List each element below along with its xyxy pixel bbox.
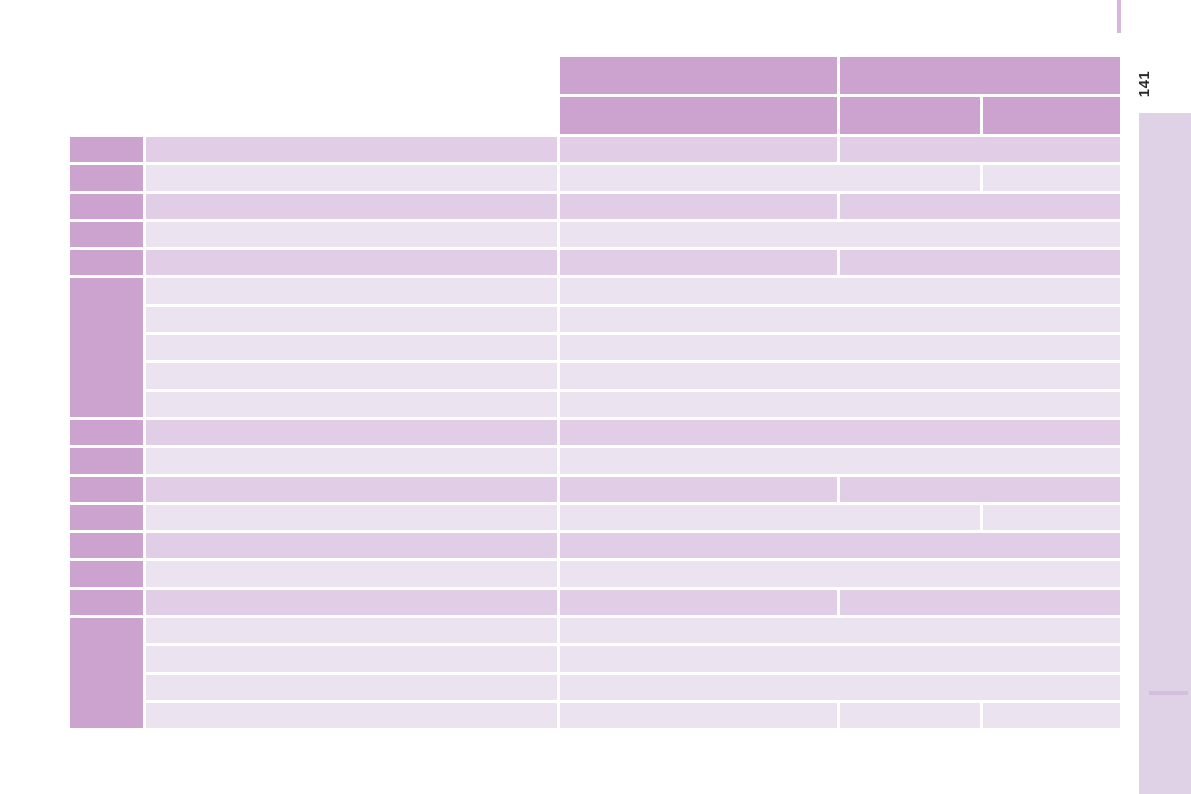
row-label-group-cell xyxy=(70,618,143,729)
table-cell xyxy=(840,702,980,729)
table-cell xyxy=(146,504,557,531)
table-cell xyxy=(146,137,557,163)
fuse-table xyxy=(70,57,1120,729)
table-cell xyxy=(560,306,1120,333)
row-label-cell xyxy=(70,193,143,219)
row-label-cell xyxy=(70,589,143,616)
table-cell xyxy=(146,618,557,644)
page-edge-mark xyxy=(1117,0,1121,33)
row-label-cell xyxy=(70,137,143,163)
row-label-cell xyxy=(70,419,143,446)
table-cell xyxy=(840,193,1120,219)
table-header-cell xyxy=(560,97,837,134)
table-cell xyxy=(983,702,1120,729)
table-header-cell xyxy=(560,57,837,94)
table-cell xyxy=(560,476,837,502)
table-cell xyxy=(560,278,1120,304)
section-tab xyxy=(1139,113,1191,794)
row-label-cell xyxy=(70,533,143,559)
table-cell xyxy=(840,137,1120,163)
table-cell xyxy=(560,137,837,163)
table-header-cell xyxy=(983,97,1120,134)
table-cell xyxy=(146,589,557,616)
page-number: 141 xyxy=(1135,70,1153,98)
section-tab-divider xyxy=(1149,691,1188,695)
row-label-cell xyxy=(70,250,143,276)
row-label-group-cell xyxy=(70,278,143,417)
table-header-cell xyxy=(840,97,980,134)
table-cell xyxy=(560,193,837,219)
table-cell xyxy=(560,448,1120,474)
row-label-cell xyxy=(70,476,143,502)
table-cell xyxy=(560,335,1120,361)
table-cell xyxy=(146,561,557,587)
table-cell xyxy=(146,448,557,474)
table-cell xyxy=(146,335,557,361)
table-cell xyxy=(146,419,557,446)
table-cell xyxy=(146,221,557,248)
table-cell xyxy=(146,193,557,219)
table-cell xyxy=(146,250,557,276)
table-cell xyxy=(146,646,557,672)
row-label-cell xyxy=(70,165,143,191)
table-cell xyxy=(560,221,1120,248)
table-cell xyxy=(560,391,1120,417)
table-cell xyxy=(560,646,1120,672)
table-header-cell xyxy=(840,57,1120,94)
table-cell xyxy=(146,476,557,502)
row-label-cell xyxy=(70,504,143,531)
table-cell xyxy=(146,533,557,559)
table-cell xyxy=(560,165,980,191)
table-cell xyxy=(146,306,557,333)
table-cell xyxy=(840,250,1120,276)
table-cell xyxy=(560,363,1120,389)
table-cell xyxy=(983,504,1120,531)
row-label-cell xyxy=(70,221,143,248)
row-label-cell xyxy=(70,561,143,587)
table-cell xyxy=(146,363,557,389)
table-cell xyxy=(560,618,1120,644)
row-label-cell xyxy=(70,448,143,474)
table-cell xyxy=(560,533,1120,559)
table-cell xyxy=(840,476,1120,502)
table-cell xyxy=(983,165,1120,191)
table-cell xyxy=(560,702,837,729)
table-cell xyxy=(560,674,1120,700)
table-cell xyxy=(560,250,837,276)
table-cell xyxy=(146,702,557,729)
table-cell xyxy=(560,419,1120,446)
table-cell xyxy=(560,589,837,616)
table-cell xyxy=(146,391,557,417)
table-cell xyxy=(560,561,1120,587)
table-cell xyxy=(840,589,1120,616)
table-cell xyxy=(146,278,557,304)
table-cell xyxy=(146,674,557,700)
table-cell xyxy=(146,165,557,191)
table-cell xyxy=(560,504,980,531)
